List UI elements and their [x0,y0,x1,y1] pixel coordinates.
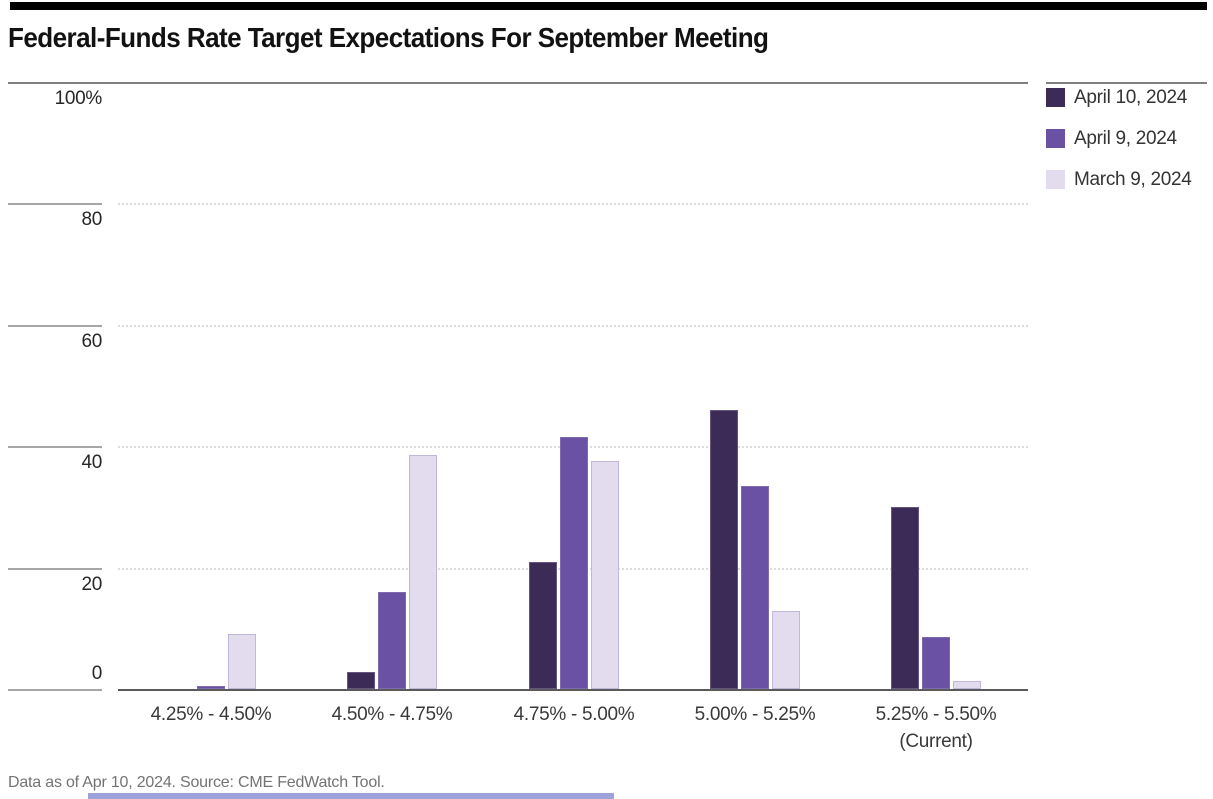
bar-march-9-2024-5.25-5.50- [953,680,981,689]
bar-march-9-2024-4.50-4.75- [409,455,437,689]
y-axis-tick-label: 20 [81,574,102,595]
legend-label: March 9, 2024 [1074,168,1192,190]
bottom-partial-strip [88,793,614,799]
legend-item: March 9, 2024 [1046,168,1213,190]
chart-title: Federal-Funds Rate Target Expectations F… [8,22,769,53]
legend: April 10, 2024 April 9, 2024 March 9, 20… [1046,86,1213,211]
y-axis-tick [8,568,102,570]
bar-april-9-2024-5.00-5.25- [741,485,769,689]
category-sublabel: (Current) [899,731,973,752]
legend-item: April 10, 2024 [1046,86,1213,108]
legend-swatch-march-9 [1046,170,1065,189]
category-label: 4.75% - 5.00% [513,704,635,725]
source-note: Data as of Apr 10, 2024. Source: CME Fed… [8,774,385,791]
bar-march-9-2024-4.25-4.50- [228,634,256,689]
y-axis-tick [8,325,102,327]
category-label: 4.25% - 4.50% [150,704,272,725]
bar-march-9-2024-5.00-5.25- [772,610,800,689]
bar-april-9-2024-4.25-4.50- [197,685,225,689]
y-axis-tick-label: 60 [81,331,102,352]
y-axis-tick-label: 100% [54,88,103,109]
y-axis-tick [8,689,102,691]
gridline [118,203,1028,205]
bar-april-9-2024-5.25-5.50- [922,637,950,689]
category-label: 4.50% - 4.75% [331,704,453,725]
y-axis-tick [8,446,102,448]
y-axis-tick-label: 0 [91,663,103,684]
bar-april-10-2024-4.50-4.75- [347,672,375,689]
category-label: 5.25% - 5.50% (Current) [826,701,1046,755]
legend-top-rule [1046,82,1207,84]
y-axis-tick [8,203,102,205]
bar-april-9-2024-4.75-5.00- [560,437,588,689]
plot-top-rule [8,82,1028,84]
legend-label: April 9, 2024 [1074,127,1177,149]
legend-swatch-april-10 [1046,88,1065,107]
y-axis-tick-label: 40 [81,452,102,473]
gridline [118,325,1028,327]
legend-label: April 10, 2024 [1074,86,1188,108]
bar-april-10-2024-5.25-5.50- [891,506,919,689]
bar-april-10-2024-5.00-5.25- [710,410,738,689]
bar-april-10-2024-4.75-5.00- [529,561,557,689]
legend-item: April 9, 2024 [1046,127,1213,149]
bar-march-9-2024-4.75-5.00- [591,460,619,689]
y-axis-tick-label: 80 [81,209,102,230]
x-axis-baseline [118,689,1028,691]
top-accent-bar [10,2,1207,10]
legend-swatch-april-9 [1046,129,1065,148]
bar-april-9-2024-4.50-4.75- [378,592,406,689]
category-label: 5.00% - 5.25% [694,704,816,725]
